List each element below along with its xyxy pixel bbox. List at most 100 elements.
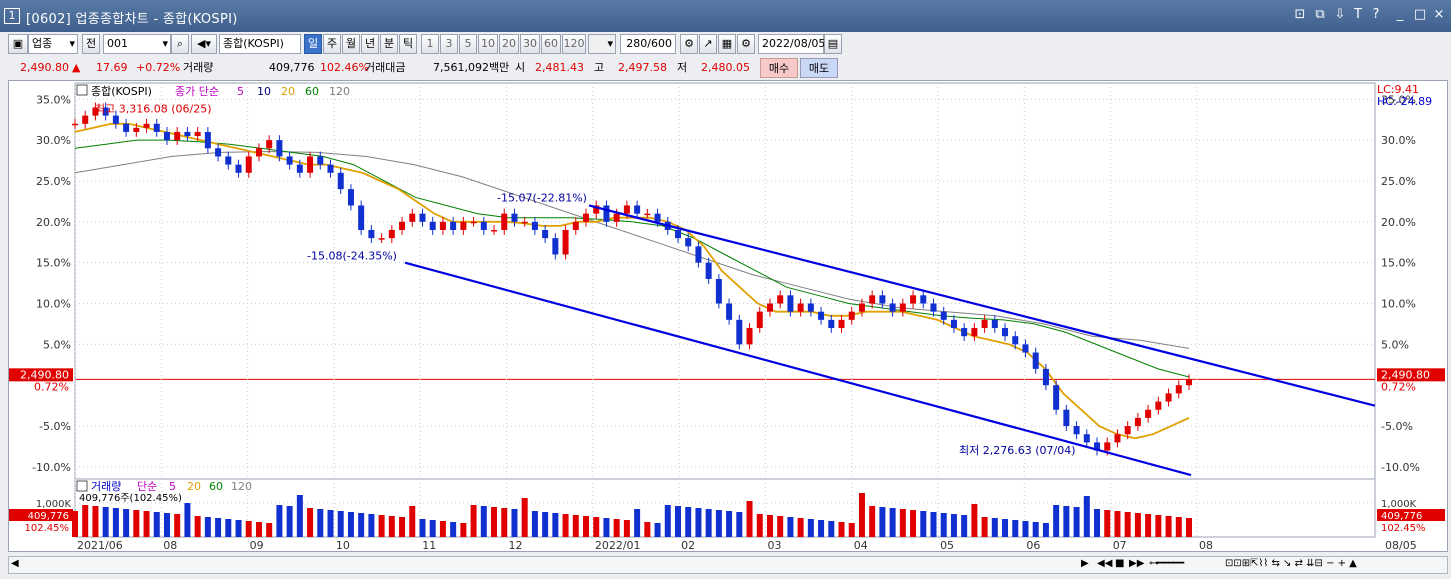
candle-body	[102, 107, 109, 116]
date-input[interactable]: 2022/08/05	[758, 34, 825, 54]
market-select-value: 업종	[32, 37, 53, 50]
maximize-icon[interactable]: □	[1413, 7, 1427, 22]
y-tick-label-left: 10.0%	[36, 298, 71, 311]
minimize-icon[interactable]: _	[1396, 7, 1404, 22]
volume-bar	[797, 518, 804, 537]
volume-bar	[879, 507, 886, 537]
volume-bar	[1022, 521, 1029, 537]
tab-week[interactable]: 주	[323, 34, 341, 54]
candle-body	[1134, 417, 1141, 427]
restore-layout-icon[interactable]: ⊡	[1294, 7, 1306, 22]
candle-body	[1155, 401, 1162, 410]
indicator-icon[interactable]: ⚙	[680, 34, 698, 54]
horizontal-scrollbar[interactable]: ◀ ▶ ◀◀ ■ ▶▶ ⊶━━━━━ ⊡⊡⊞⇱⌇⌇ ⇆ ↘ ⇄ ⇊⊟ − + ▲	[8, 556, 1448, 574]
code-input[interactable]: 001 ▾	[103, 34, 171, 54]
layout-icon[interactable]: ▣	[8, 34, 28, 54]
zoom-slider[interactable]: ⊶━━━━━	[1149, 558, 1184, 569]
y-tick-label-left: -10.0%	[32, 461, 71, 474]
gear-icon[interactable]: ⚙	[737, 34, 755, 54]
market-select[interactable]: 업종 ▾	[28, 34, 78, 54]
x-tick-label: 2021/06	[77, 539, 123, 551]
save-icon[interactable]: ▦	[718, 34, 736, 54]
volume-bar	[971, 504, 978, 537]
x-tick-label: 2022/01	[595, 539, 641, 551]
interval-10[interactable]: 10	[478, 34, 498, 54]
volume-bar	[777, 516, 784, 537]
ma20-polyline	[74, 122, 1190, 440]
volume-bar	[664, 505, 671, 537]
volume-legend-period: 60	[209, 480, 223, 493]
calendar-icon[interactable]: ▤	[824, 34, 842, 54]
volume-bar	[623, 520, 630, 537]
help-icon[interactable]: ?	[1372, 7, 1380, 22]
download-icon[interactable]: ⇩	[1334, 7, 1346, 22]
x-tick-label: 08/05	[1385, 539, 1417, 551]
volume-legend-toggle-icon	[76, 480, 88, 492]
upper-trend-line	[588, 204, 1376, 407]
volume-bar	[112, 508, 119, 537]
interval-5[interactable]: 5	[459, 34, 477, 54]
hc-label: HC:-24.89	[1377, 95, 1432, 108]
candle-body	[695, 246, 702, 263]
legend-ma-period: 120	[329, 85, 350, 98]
volume-bar	[542, 512, 549, 537]
lower-trend-annotation: -15.08(-24.35%)	[307, 249, 397, 262]
tab-month[interactable]: 월	[342, 34, 360, 54]
volume-legend-label: 단순	[137, 480, 157, 493]
chart-labels: 35.0% 35.0% 30.0% 30.0% 25.0% 25.0% 20.0% 20.0%…	[9, 83, 1445, 552]
volume-current-tag-right	[1377, 509, 1445, 521]
interval-120[interactable]: 120	[562, 34, 586, 54]
volume-bar	[235, 520, 242, 537]
speaker-icon[interactable]: ◀▾	[191, 34, 217, 54]
scroll-first-icon[interactable]: ◀◀	[1097, 558, 1113, 569]
tab-year[interactable]: 년	[361, 34, 379, 54]
duplicate-window-icon[interactable]: ⧉	[1315, 7, 1325, 22]
volume-bar	[644, 522, 651, 537]
interval-1[interactable]: 1	[421, 34, 439, 54]
volume-bar	[1002, 519, 1009, 537]
window-number-badge[interactable]: 1	[4, 8, 20, 24]
sell-button[interactable]: 매도	[800, 58, 838, 78]
search-icon[interactable]: ⌕	[171, 34, 189, 54]
candle-body	[1083, 434, 1090, 443]
scroll-left-icon[interactable]: ◀	[11, 558, 19, 569]
jeon-button[interactable]: 전	[82, 34, 100, 54]
tab-minute[interactable]: 분	[380, 34, 398, 54]
chart-panel[interactable]: 35.0% 35.0% 30.0% 30.0% 25.0% 25.0% 20.0% 20.0%…	[8, 80, 1448, 552]
candle-body	[961, 328, 968, 337]
volume-bar	[1124, 512, 1131, 537]
interval-30[interactable]: 30	[520, 34, 540, 54]
y-tick-label-right: 15.0%	[1381, 257, 1416, 270]
volume-bar	[409, 506, 416, 537]
interval-60[interactable]: 60	[541, 34, 561, 54]
stop-icon[interactable]: ■	[1115, 558, 1125, 569]
volume-bar	[1094, 509, 1101, 537]
close-icon[interactable]: ×	[1433, 7, 1445, 22]
candle-body	[358, 205, 365, 230]
candle-body	[184, 131, 191, 137]
interval-3[interactable]: 3	[440, 34, 458, 54]
price-volume-chart[interactable]: 35.0% 35.0% 30.0% 30.0% 25.0% 25.0% 20.0% 20.0%…	[9, 81, 1447, 552]
tab-tick[interactable]: 틱	[399, 34, 417, 54]
scroll-right-icon[interactable]: ▶	[1081, 558, 1089, 569]
candle-body	[654, 213, 661, 222]
interval-custom-select[interactable]: ▾	[588, 34, 616, 54]
tab-day[interactable]: 일	[304, 34, 322, 54]
volume-bar	[429, 520, 436, 537]
volume-readout: 409,776주(102.45%)	[79, 493, 182, 504]
font-icon[interactable]: T	[1354, 7, 1362, 22]
scroll-last-icon[interactable]: ▶▶	[1129, 558, 1145, 569]
volume-bar	[940, 513, 947, 537]
interval-20[interactable]: 20	[499, 34, 519, 54]
chevron-down-icon: ▾	[607, 37, 613, 50]
volume-bar	[920, 511, 927, 537]
volume-bar	[1073, 507, 1080, 537]
volume-bar	[184, 503, 191, 537]
volume-bar	[766, 515, 773, 537]
draw-tool-icon[interactable]: ↗	[699, 34, 717, 54]
zoom-fit-icon[interactable]: ⊡⊡⊞⇱⌇⌇ ⇆ ↘ ⇄ ⇊⊟ − + ▲	[1225, 558, 1357, 569]
volume-bar	[133, 510, 140, 537]
buy-button[interactable]: 매수	[760, 58, 798, 78]
count-display[interactable]: 280/600	[620, 34, 676, 54]
volume-bar	[439, 521, 446, 537]
